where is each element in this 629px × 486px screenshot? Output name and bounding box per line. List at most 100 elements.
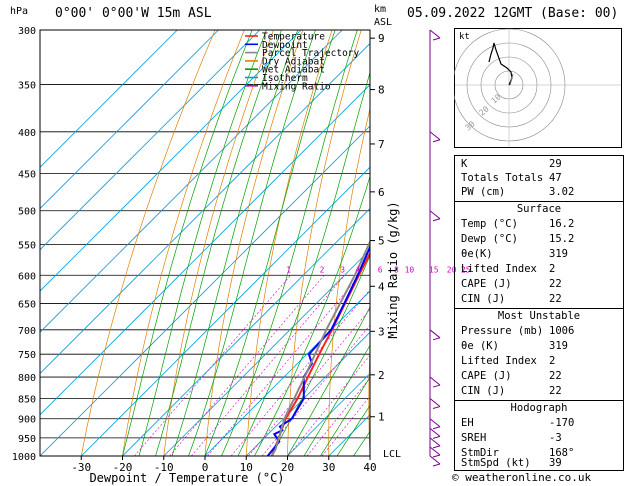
km-label: km	[374, 4, 387, 15]
wet-adiabat	[171, 30, 299, 456]
wind-barb	[429, 446, 441, 456]
mixing-ratio-tick-label: 3	[340, 265, 345, 274]
mu-theta-value: 319	[549, 340, 568, 352]
pressure-tick-label: 650	[18, 300, 36, 311]
wind-barb	[432, 218, 441, 222]
pressure-unit: hPa	[10, 6, 29, 17]
stmdir-row: StmDir 168°	[461, 447, 619, 460]
mixing-ratio-tick-label: 6	[378, 265, 383, 274]
wind-barb	[429, 437, 441, 447]
surface-temp-label: Temp (°C)	[461, 218, 518, 230]
surface-theta-row: θe(K) 319	[461, 248, 619, 261]
wet-adiabat	[138, 30, 267, 456]
surface-li-row: Lifted Index 2	[461, 263, 619, 276]
date-title: 05.09.2022 12GMT (Base: 00)	[407, 6, 619, 21]
isotherm	[40, 30, 219, 210]
pw-row: PW (cm) 3.02	[461, 186, 619, 199]
km-tick-label: 5	[378, 235, 385, 248]
tt-row: Totals Totals 47	[461, 172, 619, 185]
mixing-ratio-tick-label: 15	[429, 265, 439, 274]
isotherm	[40, 30, 302, 292]
pressure-tick-label: 500	[18, 207, 36, 218]
dry-adiabat	[163, 30, 274, 456]
surface-cape-label: CAPE (J)	[461, 278, 512, 290]
x-tick-label: 40	[363, 461, 376, 474]
legend-entry: Dry Adiabat	[262, 56, 325, 67]
mixing-ratio-tick-label: 20	[447, 265, 457, 274]
x-tick-label: -20	[113, 461, 133, 474]
wet-adiabat	[188, 30, 316, 456]
surface-title: Surface	[516, 203, 562, 215]
x-tick-label: 0	[202, 461, 209, 474]
pressure-tick-label: 800	[18, 373, 36, 384]
wind-barb	[429, 29, 441, 39]
tt-label: Totals Totals	[461, 172, 544, 184]
footer-credit: © weatheronline.co.uk	[452, 471, 592, 484]
tt-value: 47	[549, 172, 562, 184]
pressure-tick-label: 450	[18, 169, 36, 180]
mixing-ratio-tick-label: 2	[320, 265, 325, 274]
eh-value: -170	[549, 417, 575, 429]
surface-theta-label: θe(K)	[461, 248, 493, 260]
isotherm	[245, 331, 370, 456]
mixing-ratio-tick-label: 8	[394, 265, 399, 274]
isotherm	[40, 30, 343, 333]
most-unstable-title: Most Unstable	[497, 310, 581, 322]
wind-barb	[429, 376, 441, 386]
pressure-tick-label: 750	[18, 350, 36, 361]
x-axis-label: Dewpoint / Temperature (°C)	[89, 471, 284, 485]
km-tick-label: 7	[378, 138, 385, 151]
pressure-tick-label: 400	[18, 128, 36, 139]
stmspd-value: 39	[549, 457, 562, 469]
x-tick-label: -30	[71, 461, 91, 474]
surface-dewp-label: Dewp (°C)	[461, 233, 518, 245]
wind-barb	[432, 435, 441, 439]
surface-dewp-value: 15.2	[549, 233, 575, 245]
x-tick-label: -10	[154, 461, 174, 474]
dry-adiabat	[245, 30, 333, 456]
pressure-tick-label: 600	[18, 271, 36, 282]
eh-label: EH	[461, 417, 474, 429]
mu-cape-row: CAPE (J) 22	[461, 370, 619, 383]
mu-cin-value: 22	[549, 385, 562, 397]
km-tick-label: 4	[378, 280, 385, 293]
sreh-label: SREH	[461, 432, 487, 444]
mixing-ratio-label: Mixing Ratio (g/kg)	[386, 201, 400, 338]
km-tick-label: 2	[378, 369, 385, 382]
isotherm	[204, 290, 370, 456]
km-tick-label: 9	[378, 32, 385, 45]
mixing-ratio-line	[248, 308, 370, 456]
eh-row: EH -170	[461, 417, 619, 430]
legend-entry: Temperature	[262, 32, 325, 43]
mixing-ratio-tick-label: 4	[356, 265, 361, 274]
wind-profile	[429, 29, 441, 467]
surface-cin-value: 22	[549, 293, 562, 305]
storm-motion-mark	[509, 73, 514, 86]
wind-barb	[432, 426, 441, 430]
mixing-ratio-tick-label: 10	[405, 265, 415, 274]
asl-label: ASL	[374, 17, 393, 28]
wet-adiabat	[303, 344, 370, 456]
mu-cape-label: CAPE (J)	[461, 370, 512, 382]
isotherm	[40, 30, 178, 168]
isotherm	[80, 166, 370, 456]
wet-adiabat	[155, 30, 282, 456]
surface-dewp-row: Dewp (°C) 15.2	[461, 233, 619, 246]
isotherm	[163, 249, 370, 456]
surface-cape-row: CAPE (J) 22	[461, 278, 619, 291]
surface-temp-row: Temp (°C) 16.2	[461, 218, 619, 231]
wet-adiabat	[237, 71, 370, 456]
wind-barb	[429, 428, 441, 437]
hodograph-trace	[488, 42, 513, 86]
mixing-ratio-line	[287, 354, 370, 456]
mixing-ratio-line	[169, 275, 325, 456]
isotherm	[40, 30, 261, 251]
mu-li-row: Lifted Index 2	[461, 355, 619, 368]
sreh-value: -3	[549, 432, 562, 444]
mixing-ratio-tick-label: 1	[286, 265, 291, 274]
km-tick-label: 8	[378, 84, 385, 97]
wind-barb	[429, 418, 441, 428]
x-tick-label: 30	[322, 461, 335, 474]
pressure-tick-label: 700	[18, 326, 36, 337]
wet-adiabat	[254, 175, 370, 456]
